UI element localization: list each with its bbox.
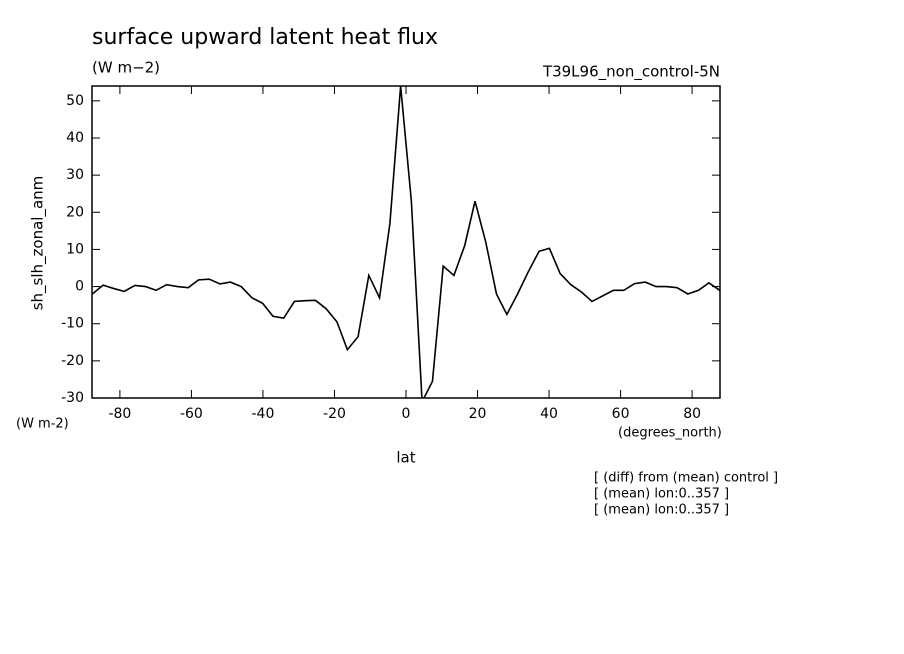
x-tick-label: 80 bbox=[683, 406, 701, 422]
x-tick-label: -60 bbox=[180, 406, 203, 422]
x-tick-label: -80 bbox=[108, 406, 131, 422]
note: [ (mean) lon:0..357 ] bbox=[594, 487, 729, 502]
x-axis-label: lat bbox=[396, 449, 415, 467]
run-label: T39L96_non_control-5N bbox=[542, 63, 720, 82]
x-tick-label: 40 bbox=[540, 406, 558, 422]
y-tick-label: 20 bbox=[66, 204, 84, 220]
y-tick-label: 10 bbox=[66, 241, 84, 257]
x-tick-label: 20 bbox=[469, 406, 487, 422]
data-line bbox=[92, 86, 720, 398]
chart-title: surface upward latent heat flux bbox=[92, 25, 438, 50]
x-tick-label: 0 bbox=[402, 406, 411, 422]
y-tick-label: 40 bbox=[66, 130, 84, 146]
units: (W m−2) bbox=[92, 59, 160, 77]
y-tick-label: 0 bbox=[75, 279, 84, 295]
x-tick-label: -20 bbox=[323, 406, 346, 422]
x-tick-label: 60 bbox=[612, 406, 630, 422]
y-axis-label: sh_slh_zonal_anm bbox=[29, 176, 48, 311]
plot-frame bbox=[91, 85, 721, 399]
y-tick-label: 50 bbox=[66, 93, 84, 109]
x-tick-label: -40 bbox=[252, 406, 275, 422]
y-tick-label: 30 bbox=[66, 167, 84, 183]
x-units: (degrees_north) bbox=[618, 426, 722, 441]
note: [ (diff) from (mean) control ] bbox=[594, 471, 778, 486]
y-tick-label: -10 bbox=[61, 316, 84, 332]
y-tick-label: -20 bbox=[61, 353, 84, 369]
note: [ (mean) lon:0..357 ] bbox=[594, 503, 729, 518]
y-tick-label: -30 bbox=[61, 390, 84, 406]
y-units: (W m-2) bbox=[16, 417, 69, 432]
